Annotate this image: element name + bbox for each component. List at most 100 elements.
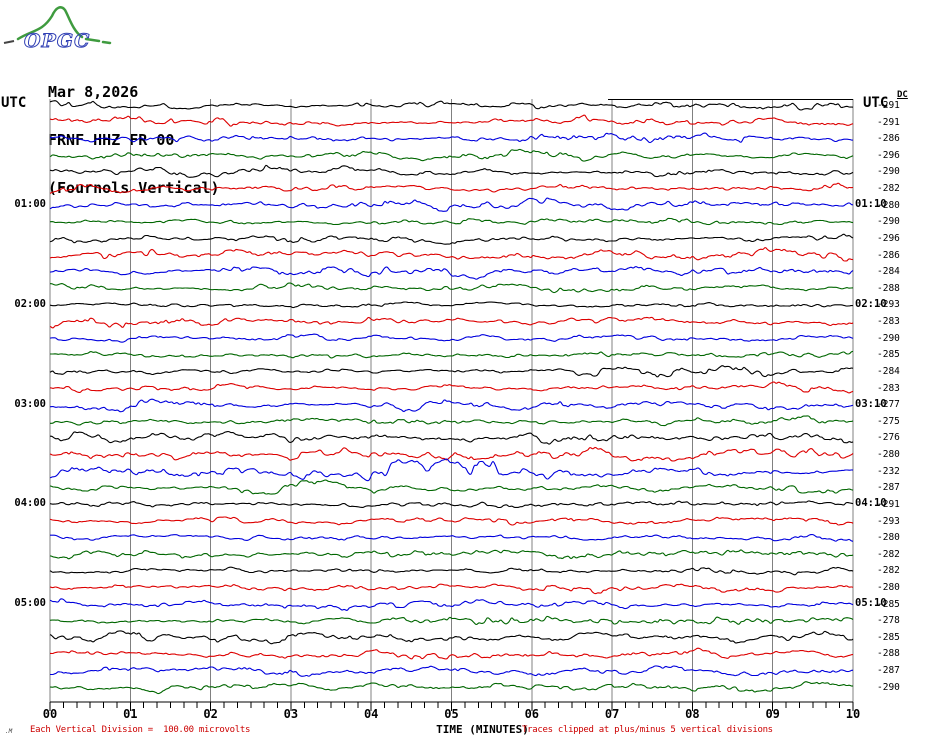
- dc-offset-value: -291: [877, 100, 900, 111]
- trace-row-11: [50, 282, 854, 294]
- trace-row-30: [49, 598, 854, 611]
- footer-scale-note: Each Vertical Division = 100.00 microvol…: [30, 725, 251, 735]
- utc-header-right: UTC: [863, 95, 889, 111]
- dc-offset-value: -282: [877, 183, 900, 195]
- hour-label-right: 02:10: [855, 297, 887, 310]
- x-tick-label: 10: [845, 707, 861, 721]
- x-tick-label: 09: [765, 707, 780, 721]
- logo-text: OPGC: [24, 30, 90, 52]
- dc-offset-value: -282: [877, 548, 900, 560]
- dc-offset-value: -291: [877, 498, 900, 510]
- dc-offset-value: -276: [877, 432, 900, 444]
- dc-offset-value: -287: [877, 482, 900, 494]
- dc-offset-value: -290: [877, 681, 900, 693]
- opgc-logo: OPGC: [3, 6, 112, 53]
- dc-offset-value: -280: [877, 449, 900, 461]
- utc-header-left: UTC: [1, 95, 27, 111]
- dc-offset-value: -288: [877, 648, 900, 660]
- trace-row-9: [49, 246, 854, 262]
- trace-row-28: [49, 566, 854, 576]
- header-station-code: FRNF HHZ FR 00: [48, 131, 175, 149]
- dc-offset-value: -285: [877, 598, 900, 610]
- plotter-mark: .M: [5, 728, 13, 735]
- dc-offset-value: -288: [877, 282, 900, 294]
- trace-row-4: [49, 164, 854, 178]
- dc-offset-value: -280: [877, 532, 900, 544]
- trace-row-5: [49, 182, 854, 194]
- trace-row-24: [49, 500, 854, 509]
- logo-dash-left: [3, 40, 15, 44]
- trace-row-20: [50, 430, 854, 445]
- dc-offset-value: -283: [877, 316, 900, 328]
- trace-row-0: [49, 100, 854, 111]
- footer-clip-note: Traces clipped at plus/minus 5 vertical …: [522, 725, 773, 735]
- trace-row-10: [49, 266, 854, 280]
- dc-offset-value: -284: [877, 266, 900, 278]
- trace-row-29: [49, 583, 854, 595]
- trace-row-26: [50, 533, 854, 542]
- trace-row-15: [50, 350, 854, 359]
- trace-row-21: [49, 446, 854, 462]
- x-tick-label: 00: [42, 707, 58, 721]
- dc-offset-value: -296: [877, 232, 900, 244]
- dc-offset-value: -280: [877, 581, 900, 593]
- trace-row-27: [49, 549, 854, 560]
- trace-row-14: [49, 333, 854, 343]
- dc-offset-value: -275: [877, 415, 900, 427]
- trace-row-32: [49, 630, 854, 645]
- dc-offset-value: -286: [877, 133, 900, 145]
- trace-row-19: [50, 415, 854, 427]
- trace-row-13: [49, 316, 854, 329]
- trace-row-23: [49, 479, 854, 495]
- hour-label-right: 03:10: [855, 397, 887, 410]
- trace-row-35: [49, 681, 854, 695]
- x-tick-label: 05: [444, 707, 459, 721]
- trace-row-25: [49, 516, 854, 526]
- dc-column-header: DC: [897, 90, 908, 100]
- x-tick-label: 07: [604, 707, 620, 721]
- dc-offset-value: -287: [877, 665, 900, 677]
- dc-offset-value: -285: [877, 631, 900, 643]
- trace-row-6: [49, 197, 854, 212]
- dc-offset-value: -280: [877, 199, 900, 211]
- trace-row-31: [49, 615, 854, 625]
- x-tick-label: 01: [123, 707, 138, 721]
- trace-row-33: [50, 647, 853, 660]
- dc-offset-value: -282: [877, 565, 900, 577]
- trace-row-8: [49, 233, 854, 245]
- x-tick-label: 02: [203, 707, 218, 721]
- x-tick-label: 06: [524, 707, 540, 721]
- dc-offset-value: -284: [877, 365, 900, 377]
- dc-offset-value: -293: [877, 299, 900, 311]
- hour-label-left: 03:00: [14, 397, 46, 410]
- trace-row-2: [49, 132, 854, 144]
- dc-offset-value: -291: [877, 116, 900, 128]
- hour-label-right: 05:10: [855, 597, 887, 610]
- trace-row-16: [49, 365, 854, 378]
- trace-row-7: [49, 217, 854, 226]
- dc-offset-value: -278: [877, 615, 900, 627]
- dc-offset-value: -286: [877, 249, 900, 261]
- hour-label-right: 01:10: [855, 198, 887, 211]
- header-date: Mar 8,2026: [48, 83, 139, 101]
- trace-row-17: [49, 381, 854, 394]
- dc-offset-value: -277: [877, 399, 900, 411]
- dc-offset-value: -293: [877, 515, 900, 527]
- dc-offset-value: -290: [877, 166, 900, 178]
- trace-row-12: [49, 301, 854, 309]
- hour-label-left: 05:00: [14, 597, 46, 610]
- x-tick-label: 08: [685, 707, 700, 721]
- x-axis-title: TIME (MINUTES): [436, 723, 529, 736]
- hour-label-left: 01:00: [14, 198, 46, 211]
- dc-offset-value: -232: [877, 465, 900, 477]
- trace-row-18: [49, 398, 854, 413]
- dc-offset-value: -296: [877, 149, 900, 161]
- x-tick-label: 03: [283, 707, 299, 721]
- trace-row-1: [49, 114, 854, 127]
- hour-label-right: 04:10: [855, 497, 887, 510]
- dc-offset-value: -285: [877, 349, 900, 361]
- x-tick-label: 04: [363, 707, 379, 721]
- trace-row-3: [49, 148, 854, 162]
